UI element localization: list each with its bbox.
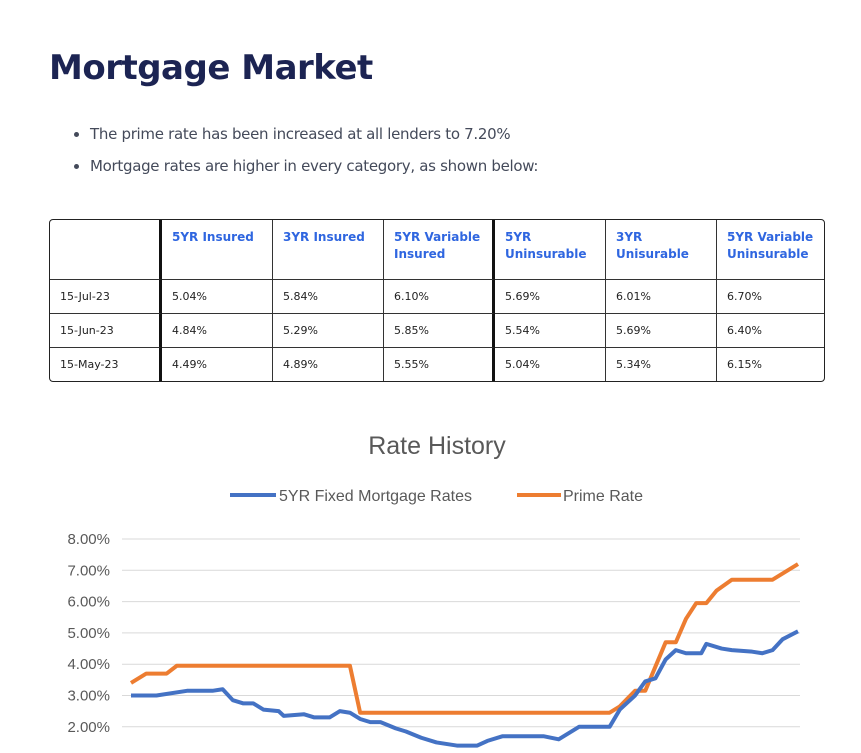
rate-cell: 6.40% bbox=[717, 314, 824, 348]
series-line-5yr-fixed bbox=[131, 629, 799, 748]
rate-cell: 5.29% bbox=[273, 314, 384, 348]
rate-cell: 5.04% bbox=[495, 348, 606, 381]
bullet-item: Mortgage rates are higher in every categ… bbox=[90, 154, 538, 186]
rate-cell: 5.85% bbox=[384, 314, 495, 348]
rate-cell: 5.69% bbox=[606, 314, 717, 348]
header-cell: 3YR Insured bbox=[273, 220, 384, 280]
series-line-prime-rate bbox=[129, 562, 800, 715]
rate-cell: 5.84% bbox=[273, 280, 384, 314]
rate-cell: 5.69% bbox=[495, 280, 606, 314]
table-row: 15-May-23 4.49% 4.89% 5.55% 5.04% 5.34% … bbox=[50, 348, 824, 381]
legend-label-fixed: 5YR Fixed Mortgage Rates bbox=[279, 488, 472, 505]
rate-cell: 6.70% bbox=[717, 280, 824, 314]
header-cell: 5YR Variable Insured bbox=[384, 220, 495, 280]
legend-label-prime: Prime Rate bbox=[563, 488, 643, 505]
rate-cell: 4.84% bbox=[162, 314, 273, 348]
header-cell bbox=[50, 220, 162, 280]
table-header-row: 5YR Insured 3YR Insured 5YR Variable Ins… bbox=[50, 220, 824, 280]
bullet-list: The prime rate has been increased at all… bbox=[72, 122, 538, 186]
rate-cell: 5.54% bbox=[495, 314, 606, 348]
y-tick-label: 6.00% bbox=[67, 594, 110, 611]
y-tick-label: 8.00% bbox=[67, 531, 110, 548]
rate-cell: 6.10% bbox=[384, 280, 495, 314]
mortgage-rates-table: 5YR Insured 3YR Insured 5YR Variable Ins… bbox=[49, 219, 825, 382]
table-row: 15-Jun-23 4.84% 5.29% 5.85% 5.54% 5.69% … bbox=[50, 314, 824, 348]
y-tick-label: 2.00% bbox=[67, 719, 110, 736]
chart-legend: 5YR Fixed Mortgage Rates Prime Rate bbox=[230, 488, 643, 505]
date-cell: 15-Jul-23 bbox=[50, 280, 162, 314]
header-cell: 5YR Variable Uninsurable bbox=[717, 220, 824, 280]
rate-cell: 4.89% bbox=[273, 348, 384, 381]
table-row: 15-Jul-23 5.04% 5.84% 6.10% 5.69% 6.01% … bbox=[50, 280, 824, 314]
header-cell: 3YR Unisurable bbox=[606, 220, 717, 280]
date-cell: 15-May-23 bbox=[50, 348, 162, 381]
date-cell: 15-Jun-23 bbox=[50, 314, 162, 348]
y-tick-label: 1.00% bbox=[67, 750, 110, 753]
y-tick-label: 4.00% bbox=[67, 656, 110, 673]
header-cell: 5YR Uninsurable bbox=[495, 220, 606, 280]
chart-title: Rate History bbox=[368, 432, 506, 460]
y-tick-label: 3.00% bbox=[67, 688, 110, 705]
rate-cell: 5.04% bbox=[162, 280, 273, 314]
page-title: Mortgage Market bbox=[49, 48, 373, 88]
rate-cell: 6.15% bbox=[727, 358, 762, 371]
header-cell: 5YR Insured bbox=[162, 220, 273, 280]
rate-cell: 4.49% bbox=[162, 348, 273, 381]
rate-cell: 6.01% bbox=[606, 280, 717, 314]
rate-cell: 5.55% bbox=[384, 348, 495, 381]
y-tick-label: 7.00% bbox=[67, 562, 110, 579]
rate-cell: 5.34% bbox=[606, 348, 717, 381]
y-tick-label: 5.00% bbox=[67, 625, 110, 642]
bullet-item: The prime rate has been increased at all… bbox=[90, 122, 538, 154]
